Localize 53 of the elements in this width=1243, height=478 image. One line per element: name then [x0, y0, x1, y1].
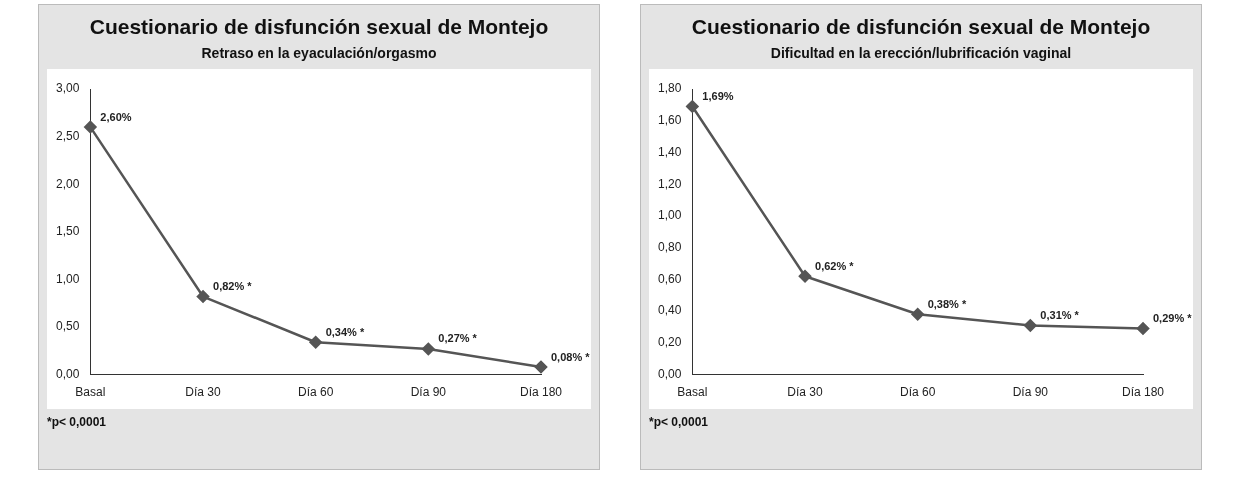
point — [84, 120, 97, 134]
point — [686, 100, 699, 113]
point — [1136, 322, 1150, 335]
x-tick-label: Día 90 — [410, 385, 447, 400]
data-label: 0,62% * — [815, 259, 855, 272]
point — [534, 360, 548, 374]
y-tick-label: 0,50 — [56, 319, 80, 334]
data-label: 1,69% — [702, 89, 734, 102]
y-tick-label: 1,80 — [658, 81, 682, 96]
x-tick-label: Día 180 — [1121, 385, 1165, 400]
data-label: 2,60% — [100, 110, 132, 123]
point — [422, 342, 435, 356]
point — [309, 335, 322, 349]
data-label: 0,08% * — [551, 350, 591, 363]
x-tick-label: Día 90 — [1012, 385, 1049, 400]
data-label: 0,38% * — [927, 297, 967, 310]
point — [1024, 319, 1037, 332]
point — [196, 290, 210, 303]
x-tick-label: Día 60 — [298, 385, 334, 400]
y-tick-label: 1,00 — [658, 208, 682, 223]
text: *p< 0,0001 — [649, 415, 710, 429]
text: *p< 0,0001 — [47, 415, 108, 429]
y-tick-label: 0,00 — [56, 366, 80, 381]
data-label: 0,31% * — [1040, 308, 1080, 321]
chart-title: Cuestionario de disfunción sexual de Montejo — [690, 15, 1152, 39]
y-tick-label: 1,50 — [56, 224, 80, 239]
y-tick-label: 0,40 — [658, 303, 682, 318]
y-tick-label: 2,50 — [56, 128, 80, 143]
y-tick-label: 3,00 — [56, 81, 80, 96]
y-tick-label: 0,60 — [658, 271, 682, 286]
data-label: 0,34% * — [325, 325, 365, 338]
data-label: 0,27% * — [438, 332, 478, 345]
point — [798, 269, 812, 283]
x-tick-label: Basal — [75, 385, 106, 400]
x-tick-label: Día 30 — [185, 385, 222, 400]
y-tick-label: 1,60 — [658, 113, 682, 128]
y-tick-label: 1,00 — [56, 271, 80, 286]
y-tick-label: 1,40 — [658, 144, 682, 159]
data-label: 0,82% * — [213, 280, 253, 293]
y-tick-label: 2,00 — [56, 176, 80, 191]
chart-subtitle: Dificultad en la erección/lubrificación vaginal — [769, 45, 1073, 61]
chart-title: Cuestionario de disfunción sexual de Montejo — [88, 15, 550, 39]
chart-subtitle: Retraso en la eyaculación/orgasmo — [200, 45, 438, 61]
x-tick-label: Basal — [677, 385, 708, 400]
x-tick-label: Día 180 — [519, 385, 563, 400]
y-tick-label: 0,80 — [658, 239, 682, 254]
y-tick-label: 1,20 — [658, 176, 682, 191]
point — [911, 308, 924, 321]
y-tick-label: 0,00 — [658, 366, 682, 381]
x-tick-label: Día 30 — [787, 385, 824, 400]
y-tick-label: 0,20 — [658, 335, 682, 350]
x-tick-label: Día 60 — [900, 385, 936, 400]
data-label: 0,29% * — [1153, 312, 1193, 325]
